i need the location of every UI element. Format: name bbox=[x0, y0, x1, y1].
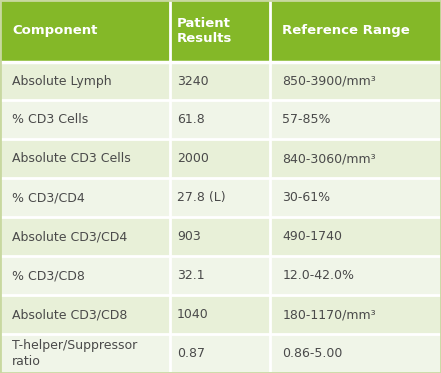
Bar bbox=[0, 256, 170, 295]
Bar bbox=[170, 100, 270, 140]
Text: 840-3060/mm³: 840-3060/mm³ bbox=[282, 153, 376, 165]
Bar bbox=[170, 0, 270, 62]
Bar bbox=[270, 334, 441, 373]
Bar bbox=[170, 140, 270, 178]
Text: 1040: 1040 bbox=[177, 308, 209, 321]
Bar bbox=[0, 0, 170, 62]
Bar bbox=[0, 62, 170, 100]
Bar bbox=[170, 62, 270, 100]
Bar bbox=[0, 140, 170, 178]
Text: % CD3 Cells: % CD3 Cells bbox=[12, 113, 88, 126]
Bar bbox=[0, 178, 170, 217]
Bar bbox=[270, 178, 441, 217]
Bar bbox=[0, 217, 170, 256]
Bar bbox=[270, 256, 441, 295]
Bar bbox=[170, 178, 270, 217]
Text: 57-85%: 57-85% bbox=[282, 113, 331, 126]
Bar bbox=[170, 256, 270, 295]
Bar bbox=[270, 100, 441, 140]
Text: 0.87: 0.87 bbox=[177, 347, 205, 360]
Text: 2000: 2000 bbox=[177, 153, 209, 165]
Text: 0.86-5.00: 0.86-5.00 bbox=[282, 347, 343, 360]
Bar bbox=[170, 217, 270, 256]
Text: 3240: 3240 bbox=[177, 75, 209, 88]
Text: % CD3/CD4: % CD3/CD4 bbox=[12, 191, 85, 204]
Text: T-helper/Suppressor
ratio: T-helper/Suppressor ratio bbox=[12, 339, 137, 368]
Text: 27.8 (L): 27.8 (L) bbox=[177, 191, 225, 204]
Bar bbox=[170, 295, 270, 334]
Text: 12.0-42.0%: 12.0-42.0% bbox=[282, 269, 354, 282]
Bar bbox=[0, 295, 170, 334]
Text: 30-61%: 30-61% bbox=[282, 191, 330, 204]
Bar bbox=[270, 295, 441, 334]
Bar bbox=[270, 0, 441, 62]
Bar bbox=[0, 334, 170, 373]
Text: 850-3900/mm³: 850-3900/mm³ bbox=[282, 75, 376, 88]
Text: Patient
Results: Patient Results bbox=[177, 16, 232, 45]
Bar bbox=[0, 100, 170, 140]
Text: Reference Range: Reference Range bbox=[282, 24, 410, 37]
Text: 61.8: 61.8 bbox=[177, 113, 205, 126]
Text: Absolute CD3/CD8: Absolute CD3/CD8 bbox=[12, 308, 127, 321]
Bar bbox=[270, 217, 441, 256]
Text: 903: 903 bbox=[177, 230, 201, 243]
Text: 32.1: 32.1 bbox=[177, 269, 205, 282]
Text: 490-1740: 490-1740 bbox=[282, 230, 342, 243]
Bar bbox=[270, 140, 441, 178]
Bar bbox=[170, 334, 270, 373]
Bar bbox=[270, 62, 441, 100]
Text: Absolute CD3 Cells: Absolute CD3 Cells bbox=[12, 153, 131, 165]
Text: Component: Component bbox=[12, 24, 97, 37]
Text: Absolute CD3/CD4: Absolute CD3/CD4 bbox=[12, 230, 127, 243]
Text: 180-1170/mm³: 180-1170/mm³ bbox=[282, 308, 376, 321]
Text: % CD3/CD8: % CD3/CD8 bbox=[12, 269, 85, 282]
Text: Absolute Lymph: Absolute Lymph bbox=[12, 75, 112, 88]
